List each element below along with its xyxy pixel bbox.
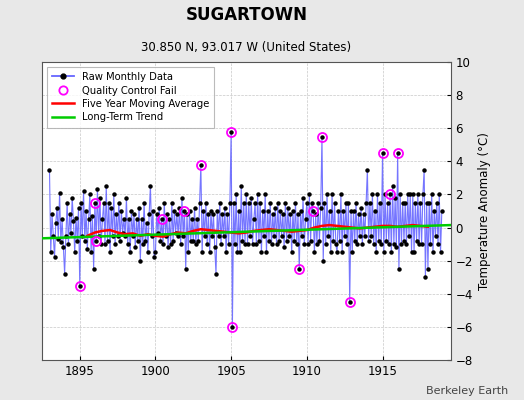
Legend: Raw Monthly Data, Quality Control Fail, Five Year Moving Average, Long-Term Tren: Raw Monthly Data, Quality Control Fail, …	[47, 67, 214, 128]
Text: Berkeley Earth: Berkeley Earth	[426, 386, 508, 396]
Text: 30.850 N, 93.017 W (United States): 30.850 N, 93.017 W (United States)	[141, 41, 352, 54]
Y-axis label: Temperature Anomaly (°C): Temperature Anomaly (°C)	[478, 132, 492, 290]
Text: SUGARTOWN: SUGARTOWN	[185, 6, 307, 24]
